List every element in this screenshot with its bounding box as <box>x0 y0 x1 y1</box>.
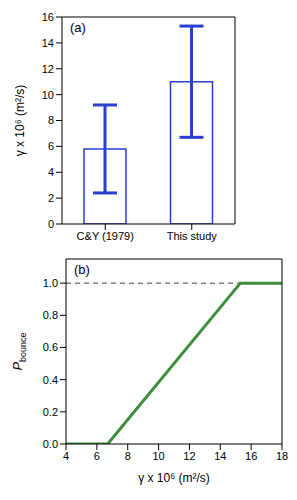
svg-text:6: 6 <box>94 450 100 462</box>
svg-text:This study: This study <box>167 230 218 242</box>
html-text:(b): (b) <box>74 262 90 277</box>
svg-text:8: 8 <box>125 450 131 462</box>
svg-text:0.8: 0.8 <box>43 309 58 321</box>
svg-text:10: 10 <box>152 450 164 462</box>
svg-text:6: 6 <box>48 140 54 152</box>
svg-text:Pbounce: Pbounce <box>10 332 28 370</box>
svg-text:8: 8 <box>48 114 54 126</box>
svg-text:0: 0 <box>48 218 54 230</box>
svg-text:18: 18 <box>276 450 288 462</box>
svg-text:4: 4 <box>48 166 54 178</box>
svg-text:γ x 10⁶ (m²/s): γ x 10⁶ (m²/s) <box>138 471 210 485</box>
svg-text:0.2: 0.2 <box>43 406 58 418</box>
svg-text:12: 12 <box>42 63 54 75</box>
svg-text:10: 10 <box>42 89 54 101</box>
svg-text:0.0: 0.0 <box>43 438 58 450</box>
svg-text:C&Y (1979): C&Y (1979) <box>77 230 134 242</box>
svg-text:1.0: 1.0 <box>43 277 58 289</box>
svg-text:2: 2 <box>48 192 54 204</box>
svg-text:14: 14 <box>214 450 226 462</box>
svg-text:0.4: 0.4 <box>43 374 58 386</box>
html-text:(a): (a) <box>70 20 86 35</box>
svg-text:14: 14 <box>42 37 54 49</box>
svg-text:16: 16 <box>245 450 257 462</box>
svg-text:4: 4 <box>63 450 69 462</box>
svg-text:12: 12 <box>183 450 195 462</box>
svg-text:16: 16 <box>42 11 54 23</box>
svg-text:γ x 10⁶ (m²/s): γ x 10⁶ (m²/s) <box>13 85 27 157</box>
svg-text:0.6: 0.6 <box>43 341 58 353</box>
